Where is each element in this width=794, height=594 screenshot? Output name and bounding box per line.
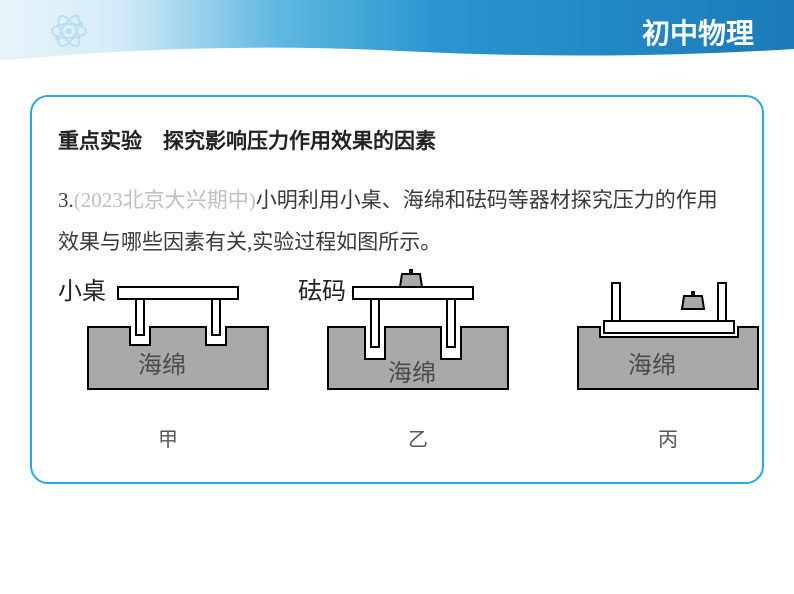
diagram-row: 小桌 海绵 甲 砝码 <box>58 269 736 452</box>
question-citation: (2023北京大兴期中) <box>74 188 256 212</box>
content-frame: 重点实验 探究影响压力作用效果的因素 3.(2023北京大兴期中)小明利用小桌、… <box>30 95 764 484</box>
diagram-label-3: 丙 <box>658 423 678 452</box>
diagram-label-2: 乙 <box>408 423 428 452</box>
diagram-jia: 小桌 海绵 甲 <box>58 269 278 452</box>
sponge-label-3: 海绵 <box>628 352 676 379</box>
slide-header: 初中物理 <box>0 0 794 60</box>
header-curve <box>0 41 794 61</box>
sponge-label-1: 海绵 <box>138 352 186 379</box>
experiment-title: 重点实验 探究影响压力作用效果的因素 <box>58 125 736 155</box>
question-number: 3. <box>58 188 74 212</box>
annot-table: 小桌 <box>58 278 106 305</box>
sponge-label-2: 海绵 <box>388 360 436 387</box>
diagram-yi: 砝码 海绵 乙 <box>298 269 538 452</box>
question-text: 3.(2023北京大兴期中)小明利用小桌、海绵和砝码等器材探究压力的作用效果与哪… <box>58 179 736 263</box>
diagram-bing: 海绵 丙 <box>558 269 778 452</box>
annot-weight: 砝码 <box>298 278 346 305</box>
diagram-label-1: 甲 <box>158 423 178 452</box>
